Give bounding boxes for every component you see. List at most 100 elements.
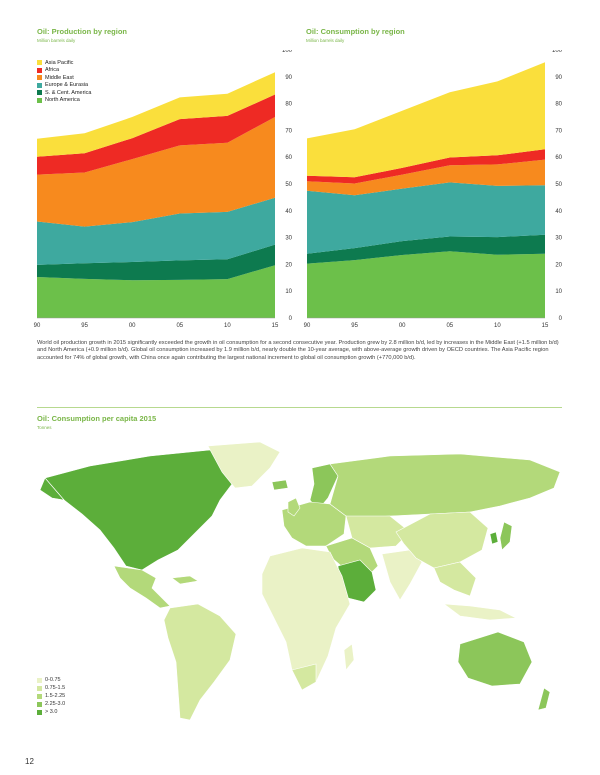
area-series-s-cent-america [37, 244, 275, 281]
y-tick-label: 90 [555, 75, 562, 81]
map-region-caribbean [171, 575, 199, 585]
legend-swatch [37, 67, 42, 73]
y-tick-label: 80 [555, 102, 562, 108]
map-legend-item: 2.25-3.0 [37, 700, 65, 708]
y-tick-label: 40 [285, 209, 292, 215]
x-tick-label: 10 [494, 323, 501, 329]
y-tick-label: 30 [285, 236, 292, 242]
legend-item: Asia Pacific [37, 59, 91, 67]
map-region-new-zealand [537, 687, 551, 711]
map-region-japan [499, 521, 513, 551]
consumption-chart-title: Oil: Consumption by region [306, 27, 405, 36]
x-tick-label: 90 [304, 323, 311, 329]
map-region-uk [287, 497, 301, 517]
legend-item: Middle East [37, 74, 91, 82]
map-legend-item: 0.75-1.5 [37, 684, 65, 692]
x-tick-label: 90 [34, 323, 41, 329]
map-region-mexico [113, 565, 171, 609]
y-tick-label: 10 [285, 289, 292, 295]
x-tick-label: 10 [224, 323, 231, 329]
area-series-africa [37, 94, 275, 175]
y-tick-label: 0 [559, 316, 563, 322]
legend-item: North America [37, 97, 91, 105]
map-region-china [395, 511, 489, 569]
area-series-europe-eurasia [307, 182, 545, 254]
area-series-middle-east [37, 117, 275, 227]
map-region-europe [281, 501, 347, 547]
production-chart-subtitle: Million barrels daily [37, 38, 76, 43]
legend-label: 1.5-2.25 [45, 693, 66, 699]
map-region-iceland [271, 479, 289, 491]
y-tick-label: 90 [285, 75, 292, 81]
legend-label: 2.25-3.0 [45, 701, 66, 707]
page-number: 12 [25, 757, 34, 766]
y-tick-label: 80 [285, 102, 292, 108]
x-tick-label: 05 [446, 323, 453, 329]
x-tick-label: 00 [399, 323, 406, 329]
map-region-korea [489, 531, 499, 545]
x-tick-label: 95 [351, 323, 358, 329]
x-tick-label: 00 [129, 323, 136, 329]
consumption-chart: 0 10 20 30 40 50 60 70 80 90 100 90 95 00 05 10 15 [304, 50, 563, 329]
legend-swatch [37, 701, 42, 707]
area-series-europe-eurasia [37, 197, 275, 265]
x-tick-label: 15 [272, 323, 279, 329]
production-legend: Asia Pacific Africa Middle East Europe &… [37, 59, 91, 104]
map-legend: 0-0.75 0.75-1.5 1.5-2.25 2.25-3.0 > 3.0 [37, 676, 65, 716]
x-tick-label: 05 [176, 323, 183, 329]
map-legend-item: 1.5-2.25 [37, 692, 65, 700]
legend-item: Europe & Eurasia [37, 82, 91, 90]
map-region-south-america [163, 603, 237, 721]
legend-label: 0.75-1.5 [45, 685, 66, 691]
legend-label: Africa [45, 67, 60, 74]
x-tick-label: 95 [81, 323, 88, 329]
legend-item: S. & Cent. America [37, 89, 91, 97]
map-region-southeast-asia [433, 561, 477, 597]
legend-swatch [37, 60, 42, 66]
legend-label: North America [45, 97, 80, 104]
y-tick-label: 0 [289, 316, 293, 322]
legend-swatch [37, 709, 42, 715]
area-series-s-cent-america [307, 234, 545, 264]
y-tick-label: 70 [555, 128, 562, 134]
legend-swatch [37, 90, 42, 96]
legend-swatch [37, 693, 42, 699]
map-title: Oil: Consumption per capita 2015 [37, 414, 157, 423]
legend-swatch [37, 685, 42, 691]
map-region-madagascar [343, 643, 355, 671]
area-series-asia-pacific [307, 62, 545, 178]
legend-label: 0-0.75 [45, 677, 61, 683]
map-region-australia [457, 631, 533, 687]
map-subtitle: Tonnes [37, 425, 52, 430]
y-tick-label: 50 [555, 182, 562, 188]
consumption-chart-subtitle: Million barrels daily [306, 38, 345, 43]
y-tick-label: 70 [285, 128, 292, 134]
map-region-indonesia [442, 603, 518, 621]
world-map [39, 441, 561, 721]
y-tick-label: 50 [285, 182, 292, 188]
map-legend-item: 0-0.75 [37, 676, 65, 684]
y-tick-label: 60 [285, 155, 292, 161]
area-series-north-america [37, 265, 275, 318]
map-region-greenland [207, 441, 281, 489]
legend-label: S. & Cent. America [45, 89, 92, 96]
y-tick-label: 60 [555, 155, 562, 161]
legend-swatch [37, 97, 42, 103]
production-chart: 0 10 20 30 40 50 60 70 80 90 100 90 95 00 05 10 15 [34, 50, 293, 329]
area-series-north-america [307, 251, 545, 318]
legend-label: Europe & Eurasia [45, 82, 89, 89]
divider [37, 407, 562, 408]
area-series-middle-east [307, 159, 545, 196]
map-legend-item: > 3.0 [37, 708, 65, 716]
y-tick-label: 100 [552, 50, 563, 54]
area-series-africa [307, 149, 545, 184]
legend-swatch [37, 75, 42, 81]
x-tick-label: 15 [542, 323, 549, 329]
y-tick-label: 40 [555, 209, 562, 215]
y-tick-label: 100 [282, 50, 293, 54]
map-region-russia [329, 453, 561, 519]
production-chart-title: Oil: Production by region [37, 27, 127, 36]
body-paragraph: World oil production growth in 2015 sign… [37, 340, 559, 361]
legend-item: Africa [37, 67, 91, 75]
area-series-asia-pacific [37, 72, 275, 157]
